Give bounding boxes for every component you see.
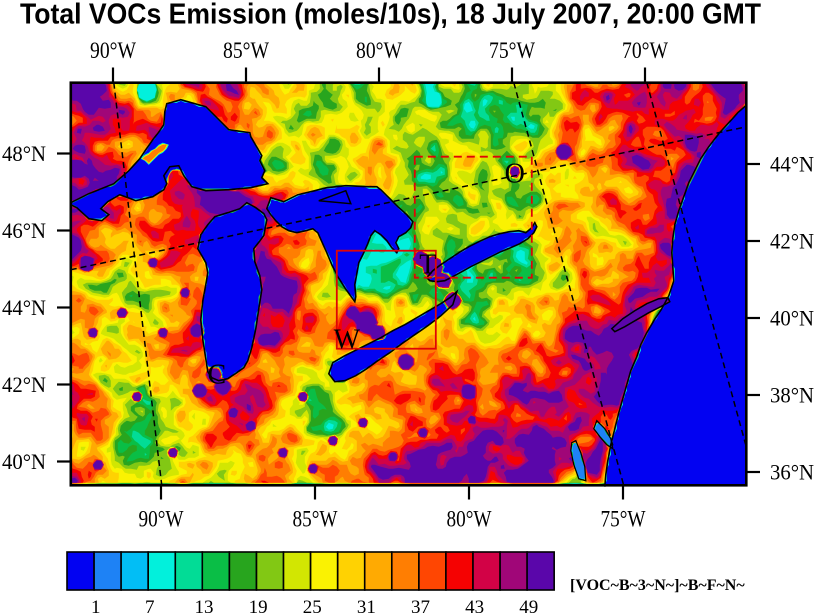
svg-text:90°W: 90°W (90, 38, 136, 63)
svg-text:1: 1 (91, 597, 101, 615)
svg-text:C: C (207, 360, 226, 391)
svg-text:70°W: 70°W (622, 38, 668, 63)
svg-text:80°W: 80°W (447, 507, 492, 532)
svg-text:48°N: 48°N (2, 141, 46, 166)
svg-text:40°N: 40°N (770, 306, 814, 331)
svg-text:40°N: 40°N (2, 449, 46, 474)
svg-text:75°W: 75°W (601, 507, 646, 532)
svg-text:85°W: 85°W (223, 38, 269, 63)
svg-text:19: 19 (249, 597, 268, 615)
svg-text:80°W: 80°W (356, 38, 402, 63)
svg-text:49: 49 (519, 597, 538, 615)
svg-text:85°W: 85°W (293, 507, 338, 532)
svg-text:31: 31 (357, 597, 376, 615)
svg-text:T: T (419, 250, 436, 281)
svg-text:90°W: 90°W (139, 507, 184, 532)
svg-text:37: 37 (411, 597, 430, 615)
svg-text:46°N: 46°N (2, 218, 46, 243)
svg-text:36°N: 36°N (770, 460, 814, 485)
svg-text:42°N: 42°N (2, 372, 46, 397)
svg-text:13: 13 (195, 597, 214, 615)
svg-text:75°W: 75°W (489, 38, 535, 63)
svg-text:[VOC~B~3~N~]~B~F~N~: [VOC~B~3~N~]~B~F~N~ (570, 577, 745, 594)
svg-text:W: W (334, 325, 361, 356)
svg-text:42°N: 42°N (770, 229, 814, 254)
svg-text:44°N: 44°N (2, 295, 46, 320)
svg-text:38°N: 38°N (770, 383, 814, 408)
svg-text:44°N: 44°N (770, 152, 814, 177)
svg-text:Total VOCs Emission (moles/10s: Total VOCs Emission (moles/10s), 18 July… (20, 0, 761, 31)
svg-text:O: O (505, 159, 525, 190)
svg-text:43: 43 (465, 597, 484, 615)
svg-text:7: 7 (145, 597, 155, 615)
svg-text:25: 25 (303, 597, 322, 615)
